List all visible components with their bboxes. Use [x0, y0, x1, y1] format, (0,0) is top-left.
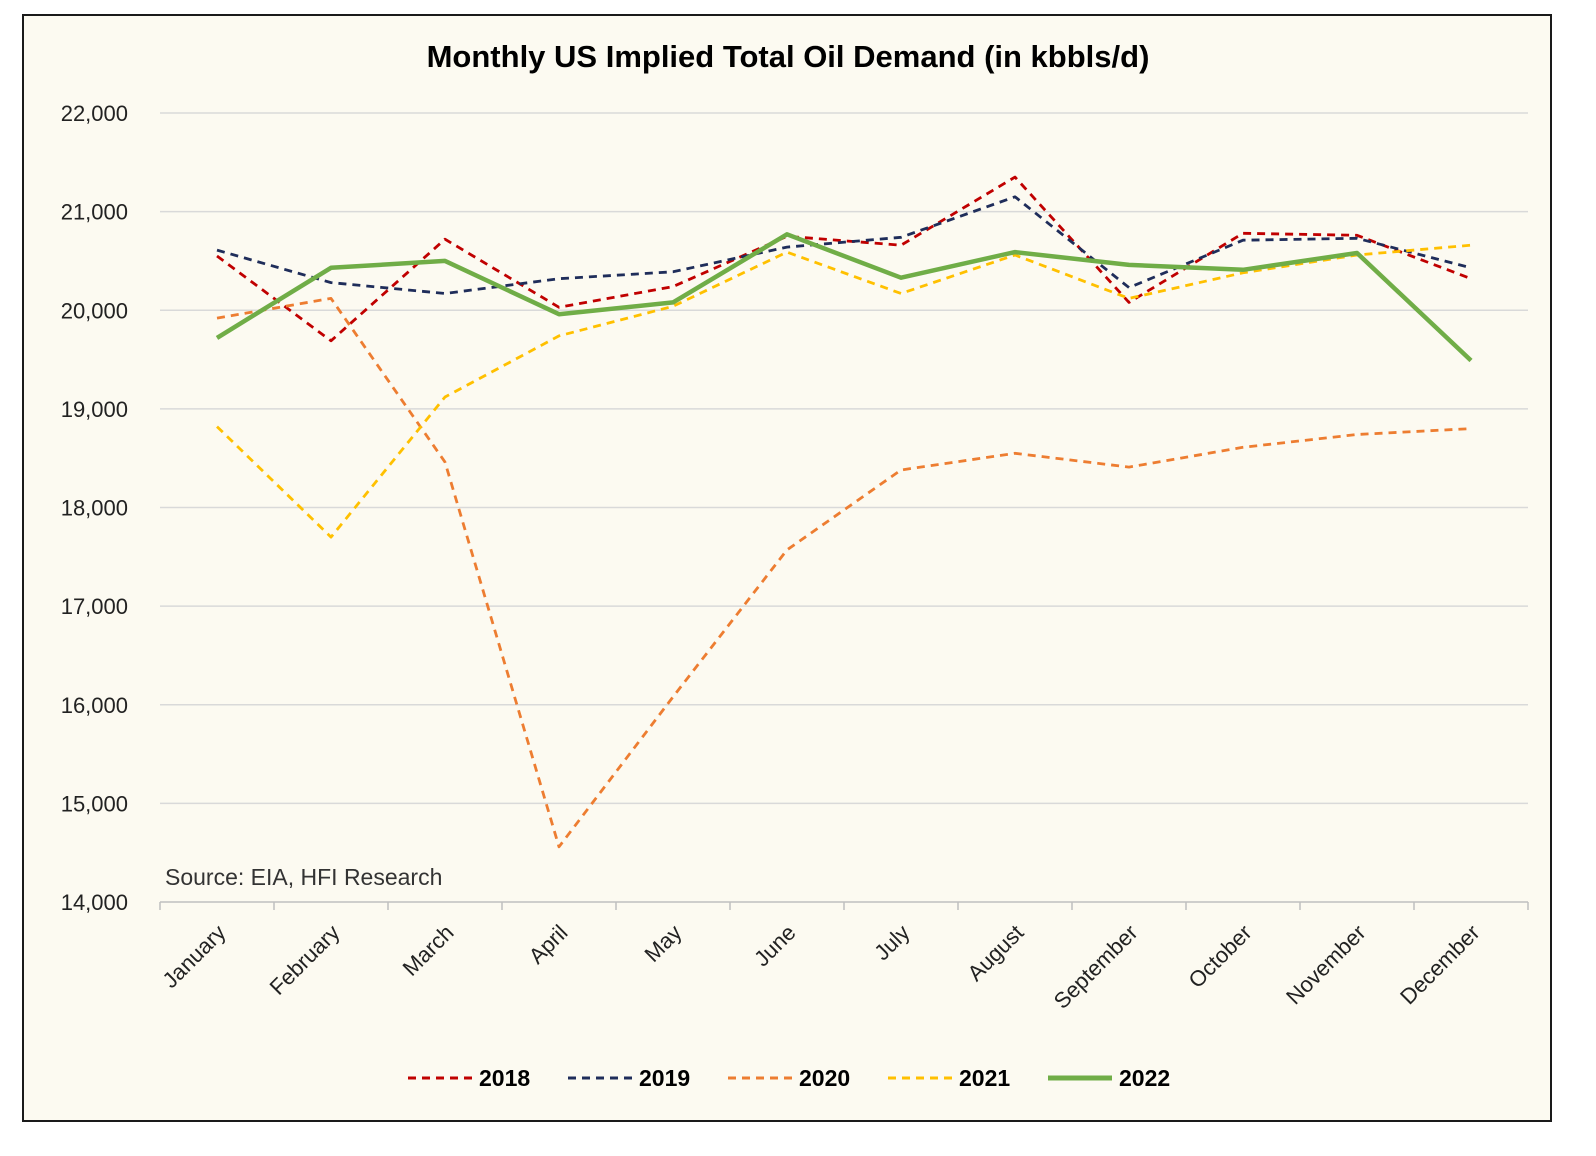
x-tick-label: May	[639, 920, 686, 967]
legend-label-2018: 2018	[479, 1065, 530, 1091]
source-note: Source: EIA, HFI Research	[165, 864, 442, 890]
y-tick-label: 19,000	[61, 397, 128, 422]
legend-label-2022: 2022	[1119, 1065, 1170, 1091]
x-tick-label: July	[869, 920, 914, 965]
y-tick-label: 14,000	[61, 890, 128, 915]
x-tick-label: November	[1281, 920, 1370, 1009]
series-line-2022	[215, 232, 1473, 363]
x-tick-label: October	[1184, 920, 1257, 993]
y-tick-label: 15,000	[61, 791, 128, 816]
series-lines	[215, 175, 1473, 849]
series-line-2021	[216, 243, 1472, 539]
y-tick-label: 22,000	[61, 101, 128, 126]
x-tick-label: February	[265, 920, 345, 1000]
x-tick-label: September	[1049, 920, 1143, 1014]
x-tick-label: January	[158, 920, 231, 993]
legend-label-2019: 2019	[639, 1065, 690, 1091]
gridlines	[160, 112, 1528, 805]
chart-frame	[22, 14, 1552, 1122]
y-tick-label: 20,000	[61, 298, 128, 323]
x-tick-label: August	[962, 920, 1028, 986]
legend: 2018 2019 2020 2021 2022	[408, 1065, 1170, 1091]
x-tick-label: June	[749, 920, 800, 971]
series-line-2018	[216, 175, 1472, 343]
x-axis: January February March April May June July Augu…	[158, 901, 1529, 1014]
x-tick-label: December	[1395, 920, 1484, 1009]
legend-label-2020: 2020	[799, 1065, 850, 1091]
series-line-2019	[216, 195, 1472, 295]
chart-title: Monthly US Implied Total Oil Demand (in …	[427, 39, 1150, 74]
y-tick-label: 21,000	[61, 200, 128, 225]
x-tick-label: March	[398, 920, 459, 981]
series-line-2020	[216, 296, 1472, 849]
y-tick-label: 18,000	[61, 496, 128, 521]
x-tick-label: April	[524, 920, 573, 969]
y-tick-label: 16,000	[61, 693, 128, 718]
y-tick-label: 17,000	[61, 594, 128, 619]
y-axis-ticks: 14,000 15,000 16,000 17,000 18,000 19,000 20,0…	[61, 101, 128, 915]
legend-label-2021: 2021	[959, 1065, 1010, 1091]
